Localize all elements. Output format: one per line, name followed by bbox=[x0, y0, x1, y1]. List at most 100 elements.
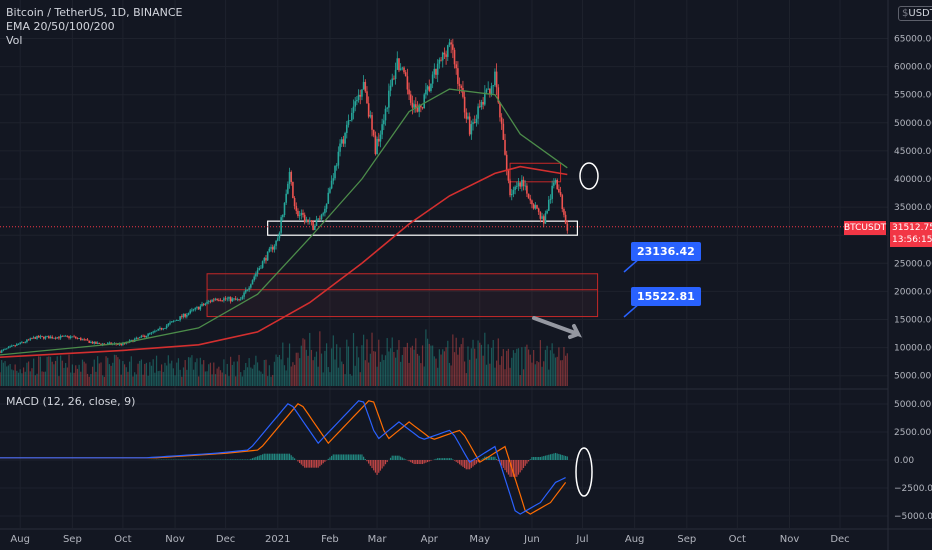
resistance-zone bbox=[509, 162, 562, 183]
candle-body bbox=[376, 138, 378, 155]
y-tick-label: 55000.00 bbox=[894, 91, 932, 101]
candle-body bbox=[201, 303, 203, 307]
macd-histogram-bar bbox=[526, 460, 528, 464]
candle-body bbox=[78, 338, 80, 339]
candle-body bbox=[226, 298, 229, 300]
y-tick-label: 40000.00 bbox=[894, 175, 932, 185]
volume-bar bbox=[65, 363, 67, 386]
volume-bar bbox=[531, 362, 533, 386]
volume-bar bbox=[260, 371, 262, 386]
volume-bar bbox=[176, 362, 178, 386]
macd-histogram-bar bbox=[460, 460, 462, 466]
candle-body bbox=[24, 341, 27, 343]
volume-bar bbox=[319, 331, 321, 386]
volume-bar bbox=[12, 370, 15, 386]
volume-bar bbox=[334, 359, 336, 386]
price-panel[interactable] bbox=[0, 38, 888, 386]
macd-histogram-bar bbox=[496, 458, 498, 460]
candle-body bbox=[494, 71, 496, 86]
candle-body bbox=[458, 83, 461, 86]
volume-bar bbox=[112, 362, 114, 386]
volume-bar bbox=[209, 362, 212, 386]
volume-bar bbox=[384, 355, 387, 386]
macd-panel[interactable] bbox=[0, 400, 593, 515]
volume-bar bbox=[285, 370, 287, 386]
volume-bar bbox=[221, 372, 223, 386]
macd-histogram-bar bbox=[356, 454, 358, 460]
candle-body bbox=[524, 185, 527, 187]
volume-bar bbox=[125, 367, 127, 386]
candle-body bbox=[324, 208, 326, 214]
candle-body bbox=[298, 215, 301, 217]
candle-body bbox=[27, 339, 30, 341]
volume-bar bbox=[122, 360, 124, 386]
macd-histogram-bar bbox=[447, 458, 449, 460]
volume-bar bbox=[80, 371, 82, 386]
candle-body bbox=[71, 336, 74, 338]
volume-bar bbox=[332, 335, 334, 386]
volume-legend[interactable]: Vol bbox=[6, 34, 23, 47]
target-label-1[interactable]: 23136.42 bbox=[631, 242, 701, 261]
candle-body bbox=[541, 216, 543, 219]
volume-bar bbox=[17, 372, 20, 386]
candle-body bbox=[499, 102, 501, 118]
candle-body bbox=[241, 296, 244, 299]
volume-bar bbox=[405, 347, 407, 386]
volume-bar bbox=[504, 369, 506, 386]
macd-histogram-bar bbox=[470, 460, 472, 468]
candle-body bbox=[335, 165, 338, 167]
currency-badge[interactable]: $USDT bbox=[898, 6, 932, 21]
candle-body bbox=[467, 116, 469, 119]
macd-histogram-bar bbox=[457, 460, 459, 464]
candle-body bbox=[337, 151, 340, 166]
candle-body bbox=[450, 42, 452, 45]
macd-histogram-bar bbox=[363, 456, 365, 460]
candle-body bbox=[313, 225, 316, 231]
macd-histogram-bar bbox=[398, 455, 400, 460]
volume-bar bbox=[394, 357, 397, 386]
candle-body bbox=[175, 320, 178, 321]
macd-histogram-bar bbox=[297, 460, 299, 462]
macd-histogram-bar bbox=[428, 460, 430, 462]
macd-legend[interactable]: MACD (12, 26, close, 9) bbox=[6, 395, 136, 408]
candle-body bbox=[137, 337, 139, 339]
volume-bar bbox=[208, 364, 210, 386]
candle-body bbox=[169, 322, 171, 324]
macd-histogram-bar bbox=[410, 460, 412, 463]
ema-legend[interactable]: EMA 20/50/100/200 bbox=[6, 20, 115, 33]
volume-bar bbox=[538, 362, 540, 386]
volume-bar bbox=[511, 357, 513, 386]
volume-bar bbox=[477, 340, 479, 386]
volume-bar bbox=[139, 360, 141, 386]
volume-bar bbox=[551, 343, 553, 386]
volume-bar bbox=[199, 357, 201, 386]
volume-bar bbox=[433, 356, 435, 386]
volume-bar bbox=[93, 359, 95, 386]
volume-bar bbox=[492, 340, 494, 386]
candle-body bbox=[73, 336, 75, 338]
volume-bar bbox=[66, 367, 68, 386]
macd-histogram-bar bbox=[561, 454, 563, 460]
candle-body bbox=[95, 341, 97, 344]
candle-body bbox=[388, 90, 390, 108]
candle-body bbox=[0, 350, 3, 353]
candle-body bbox=[431, 74, 434, 84]
candle-body bbox=[16, 344, 18, 346]
candle-body bbox=[39, 336, 42, 338]
volume-bar bbox=[339, 347, 341, 386]
target-label-2[interactable]: 15522.81 bbox=[631, 287, 701, 306]
volume-bar bbox=[485, 364, 488, 386]
volume-bar bbox=[88, 376, 90, 386]
candle-body bbox=[253, 276, 255, 281]
volume-bar bbox=[39, 356, 42, 386]
volume-bar bbox=[194, 362, 196, 386]
volume-bar bbox=[28, 361, 30, 386]
candle-body bbox=[282, 214, 284, 218]
candle-body bbox=[396, 58, 399, 70]
macd-histogram-bar bbox=[290, 455, 292, 460]
volume-bar bbox=[501, 356, 503, 386]
macd-histogram-bar bbox=[292, 456, 294, 460]
candle-body bbox=[189, 310, 192, 314]
macd-histogram-bar bbox=[482, 458, 484, 460]
